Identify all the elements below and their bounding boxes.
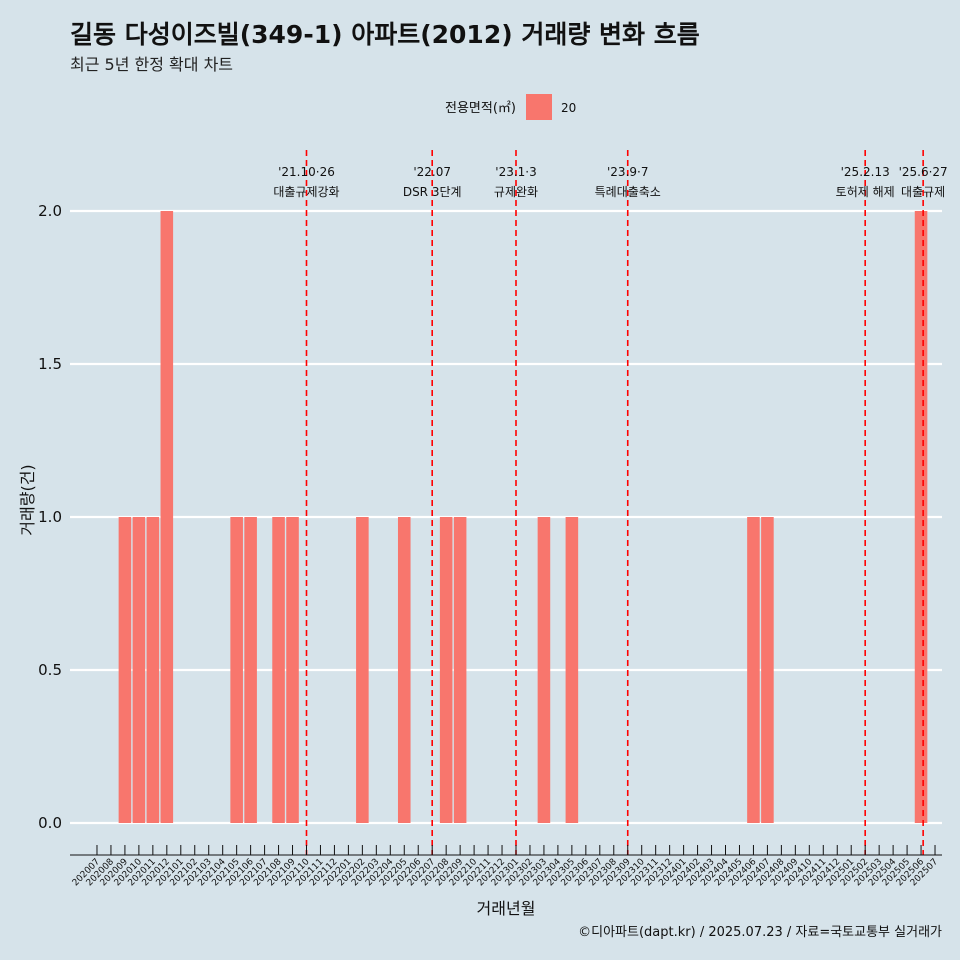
legend: 전용면적(㎡) 20 — [445, 94, 576, 120]
x-axis: 2020072020082020092020102020112020122021… — [70, 845, 942, 888]
event-date: '23.1·3 — [495, 165, 536, 179]
event-label: 특례대출축소 — [595, 185, 661, 199]
event-label: 대출규제 — [901, 185, 945, 199]
bar-202009 — [118, 517, 132, 823]
bar-202109 — [286, 517, 299, 823]
y-axis: 0.0 0.5 1.0 1.5 2.0 — [38, 202, 62, 832]
event-date: '25.2.13 — [841, 165, 890, 179]
chart-title: 길동 다성이즈빌(349-1) 아파트(2012) 거래량 변화 흐름 — [70, 20, 700, 49]
bar-202506 — [914, 211, 928, 823]
legend-label: 20 — [561, 101, 576, 115]
caption: ©디아파트(dapt.kr) / 2025.07.23 / 자료=국토교통부 실… — [578, 925, 942, 940]
bar-202303 — [537, 517, 551, 823]
event-date: '21.10·26 — [278, 165, 335, 179]
bar-202105 — [230, 517, 243, 823]
event-label: 대출규제강화 — [273, 185, 339, 199]
bar-202208 — [439, 517, 453, 823]
gridlines — [70, 209, 942, 825]
event-label: DSR 3단계 — [403, 185, 462, 199]
legend-swatch — [526, 94, 552, 120]
event-label: 토허제 해제 — [836, 185, 895, 199]
bar-202407 — [761, 517, 774, 823]
bar-202406 — [747, 517, 760, 823]
bar-202011 — [146, 517, 160, 823]
bar-202106 — [244, 517, 257, 823]
bar-202209 — [453, 517, 467, 823]
event-label: 규제완화 — [494, 185, 538, 199]
legend-title: 전용면적(㎡) — [445, 101, 516, 116]
y-axis-label: 거래량(건) — [18, 464, 37, 535]
event-date: '25.6·27 — [899, 165, 948, 179]
bar-202202 — [356, 517, 369, 823]
y-tick-label: 1.0 — [38, 508, 62, 526]
y-tick-label: 1.5 — [38, 355, 62, 373]
y-tick-label: 0.0 — [38, 814, 62, 832]
x-axis-label: 거래년월 — [477, 899, 536, 918]
chart-subtitle: 최근 5년 한정 확대 차트 — [70, 55, 233, 74]
event-date: '23.9·7 — [607, 165, 648, 179]
bar-202305 — [565, 517, 579, 823]
y-tick-label: 0.5 — [38, 661, 62, 679]
bar-202108 — [272, 517, 285, 823]
bars — [118, 211, 928, 823]
y-tick-label: 2.0 — [38, 202, 62, 220]
event-date: '22.07 — [413, 165, 451, 179]
bar-202012 — [160, 211, 174, 823]
bar-202010 — [132, 517, 146, 823]
event-markers: '21.10·26 대출규제강화 '22.07 DSR 3단계 '23.1·3 규제완화 '… — [273, 150, 948, 855]
bar-202205 — [397, 517, 411, 823]
